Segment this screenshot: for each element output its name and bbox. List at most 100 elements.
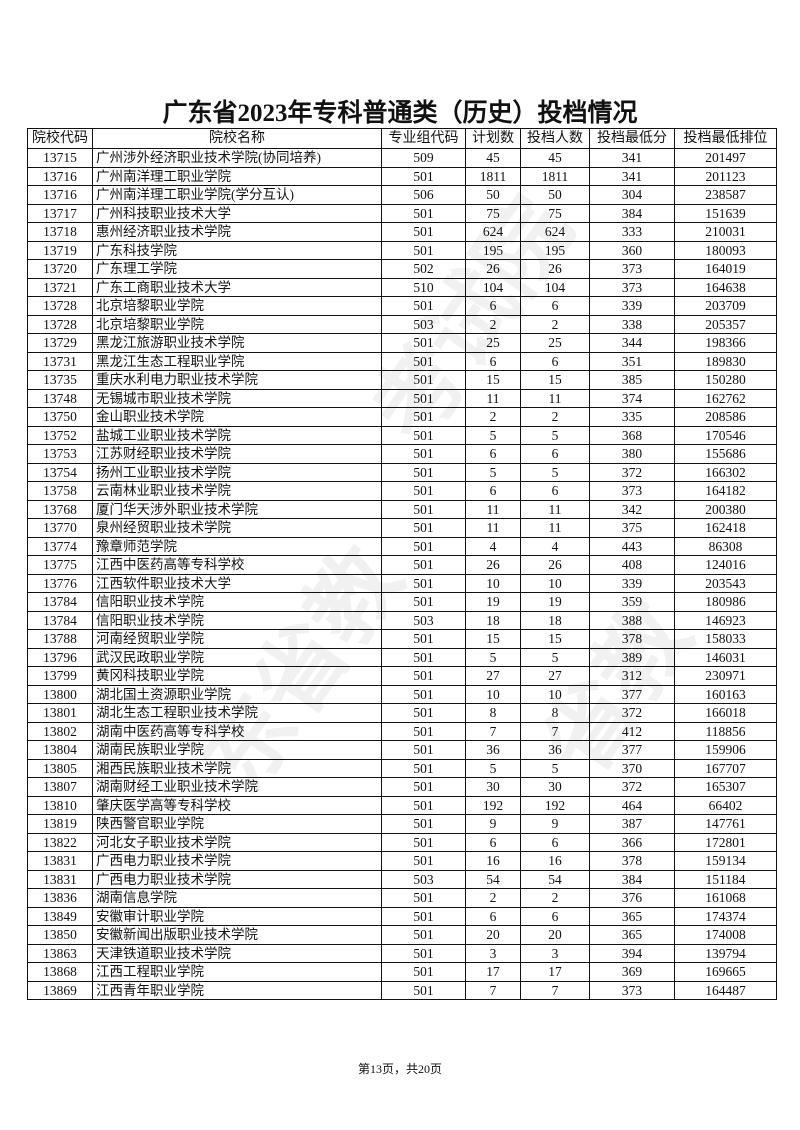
cell-name: 广西电力职业技术学院	[92, 869, 382, 889]
cell-min-score: 380	[589, 444, 675, 464]
table-row: 13754 扬州工业职业技术学院 501 5 5 372 166302	[27, 462, 777, 482]
cell-min-rank: 238587	[674, 185, 777, 205]
cell-admitted: 6	[520, 481, 590, 501]
table-row: 13720 广东理工学院 502 26 26 373 164019	[27, 259, 777, 279]
cell-group: 501	[381, 906, 466, 926]
cell-plan: 10	[465, 573, 521, 593]
table-row: 13807 湖南财经工业职业技术学院 501 30 30 372 165307	[27, 777, 777, 797]
cell-admitted: 25	[520, 333, 590, 353]
cell-min-rank: 174008	[674, 925, 777, 945]
cell-min-rank: 201123	[674, 166, 777, 186]
cell-plan: 18	[465, 610, 521, 630]
cell-min-score: 360	[589, 240, 675, 260]
cell-plan: 15	[465, 370, 521, 390]
table-row: 13729 黑龙江旅游职业技术学院 501 25 25 344 198366	[27, 333, 777, 353]
cell-admitted: 11	[520, 518, 590, 538]
cell-min-score: 375	[589, 518, 675, 538]
table-row: 13731 黑龙江生态工程职业学院 501 6 6 351 189830	[27, 351, 777, 371]
cell-min-score: 378	[589, 851, 675, 871]
cell-name: 无锡城市职业技术学院	[92, 388, 382, 408]
cell-admitted: 11	[520, 499, 590, 519]
cell-group: 501	[381, 240, 466, 260]
cell-admitted: 6	[520, 444, 590, 464]
cell-group: 501	[381, 388, 466, 408]
cell-min-score: 385	[589, 370, 675, 390]
cell-code: 13735	[27, 370, 93, 390]
cell-admitted: 6	[520, 832, 590, 852]
cell-group: 501	[381, 629, 466, 649]
cell-min-score: 389	[589, 647, 675, 667]
table-row: 13752 盐城工业职业技术学院 501 5 5 368 170546	[27, 425, 777, 445]
cell-code: 13768	[27, 499, 93, 519]
cell-min-rank: 86308	[674, 536, 777, 556]
page-title: 广东省2023年专科普通类（历史）投档情况	[162, 100, 638, 127]
cell-min-rank: 198366	[674, 333, 777, 353]
cell-group: 501	[381, 925, 466, 945]
cell-admitted: 7	[520, 721, 590, 741]
table-row: 13719 广东科技学院 501 195 195 360 180093	[27, 240, 777, 260]
cell-group: 501	[381, 462, 466, 482]
cell-group: 501	[381, 814, 466, 834]
cell-plan: 25	[465, 333, 521, 353]
cell-min-rank: 124016	[674, 555, 777, 575]
cell-plan: 36	[465, 740, 521, 760]
cell-min-rank: 146923	[674, 610, 777, 630]
cell-name: 惠州经济职业技术学院	[92, 222, 382, 242]
cell-min-rank: 174374	[674, 906, 777, 926]
cell-min-rank: 205357	[674, 314, 777, 334]
table-row: 13715 广州涉外经济职业技术学院(协同培养) 509 45 45 341 201497	[27, 148, 777, 168]
cell-code: 13831	[27, 869, 93, 889]
cell-min-score: 373	[589, 481, 675, 501]
cell-min-rank: 208586	[674, 407, 777, 427]
cell-admitted: 5	[520, 758, 590, 778]
cell-group: 506	[381, 185, 466, 205]
cell-name: 广东科技学院	[92, 240, 382, 260]
cell-admitted: 19	[520, 592, 590, 612]
col-header-plan: 计划数	[465, 128, 521, 149]
cell-name: 盐城工业职业技术学院	[92, 425, 382, 445]
cell-min-rank: 159906	[674, 740, 777, 760]
cell-admitted: 45	[520, 148, 590, 168]
cell-admitted: 4	[520, 536, 590, 556]
cell-min-rank: 162418	[674, 518, 777, 538]
cell-plan: 5	[465, 647, 521, 667]
cell-name: 厦门华天涉外职业技术学院	[92, 499, 382, 519]
cell-min-rank: 166302	[674, 462, 777, 482]
cell-admitted: 2	[520, 407, 590, 427]
col-header-code: 院校代码	[27, 128, 93, 149]
cell-plan: 19	[465, 592, 521, 612]
cell-min-score: 384	[589, 869, 675, 889]
cell-name: 信阳职业技术学院	[92, 592, 382, 612]
cell-group: 501	[381, 518, 466, 538]
table-row: 13819 陕西警官职业学院 501 9 9 387 147761	[27, 814, 777, 834]
table-row: 13800 湖北国土资源职业学院 501 10 10 377 160163	[27, 684, 777, 704]
cell-code: 13799	[27, 666, 93, 686]
cell-min-score: 341	[589, 148, 675, 168]
table-row: 13801 湖北生态工程职业技术学院 501 8 8 372 166018	[27, 703, 777, 723]
cell-group: 501	[381, 499, 466, 519]
cell-name: 北京培黎职业学院	[92, 296, 382, 316]
cell-min-score: 464	[589, 795, 675, 815]
table-row: 13748 无锡城市职业技术学院 501 11 11 374 162762	[27, 388, 777, 408]
col-header-min-score: 投档最低分	[589, 128, 675, 149]
cell-admitted: 9	[520, 814, 590, 834]
cell-code: 13800	[27, 684, 93, 704]
cell-group: 501	[381, 592, 466, 612]
cell-admitted: 6	[520, 351, 590, 371]
cell-min-rank: 158033	[674, 629, 777, 649]
table-row: 13716 广州南洋理工职业学院 501 1811 1811 341 201123	[27, 166, 777, 186]
cell-group: 501	[381, 333, 466, 353]
cell-plan: 1811	[465, 166, 521, 186]
table-row: 13810 肇庆医学高等专科学校 501 192 192 464 66402	[27, 795, 777, 815]
cell-admitted: 75	[520, 203, 590, 223]
cell-min-score: 344	[589, 333, 675, 353]
cell-min-score: 351	[589, 351, 675, 371]
cell-min-rank: 166018	[674, 703, 777, 723]
cell-group: 501	[381, 555, 466, 575]
table-row: 13784 信阳职业技术学院 503 18 18 388 146923	[27, 610, 777, 630]
cell-admitted: 195	[520, 240, 590, 260]
cell-admitted: 104	[520, 277, 590, 297]
cell-code: 13776	[27, 573, 93, 593]
cell-group: 501	[381, 740, 466, 760]
cell-code: 13796	[27, 647, 93, 667]
